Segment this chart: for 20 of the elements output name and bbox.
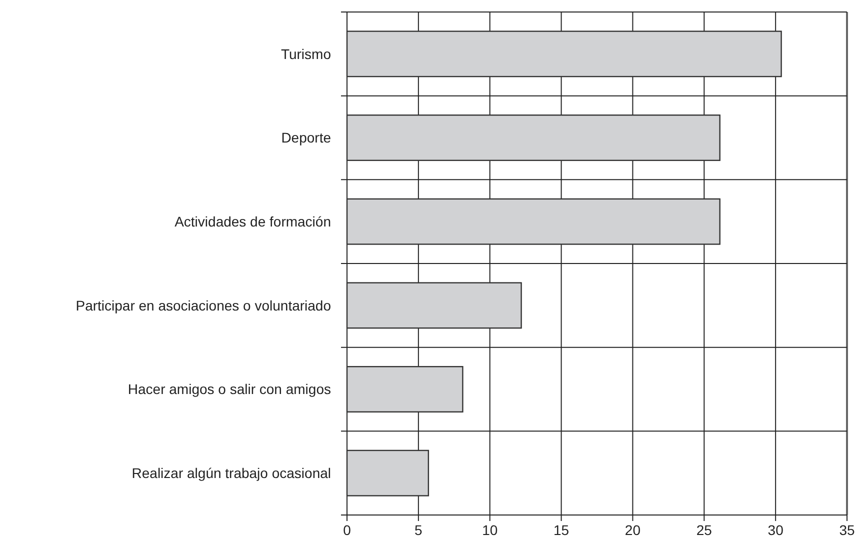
y-tick-label: Actividades de formación [174, 213, 331, 230]
x-tick-label: 15 [553, 522, 570, 538]
x-tick-label: 20 [624, 522, 641, 538]
bar [346, 366, 464, 412]
x-tick-label: 25 [696, 522, 712, 538]
y-tick-label: Participar en asociaciones o voluntariado [76, 297, 332, 314]
bar [346, 282, 522, 329]
y-tick-label: Turismo [280, 46, 332, 62]
bar [346, 114, 720, 161]
x-tick-label: 10 [482, 522, 498, 538]
x-tick-label: 0 [343, 522, 352, 538]
bar [346, 198, 720, 245]
x-tick-label: 35 [839, 522, 855, 538]
bar [346, 30, 782, 78]
x-tick-label: 5 [414, 522, 423, 538]
y-tick-label: Hacer amigos o salir con amigos [128, 381, 331, 398]
y-tick-label: Realizar algún trabajo ocasional [132, 464, 331, 481]
bar [346, 450, 430, 496]
x-tick-label: 30 [768, 522, 784, 538]
y-tick-label: Deporte [281, 130, 332, 146]
